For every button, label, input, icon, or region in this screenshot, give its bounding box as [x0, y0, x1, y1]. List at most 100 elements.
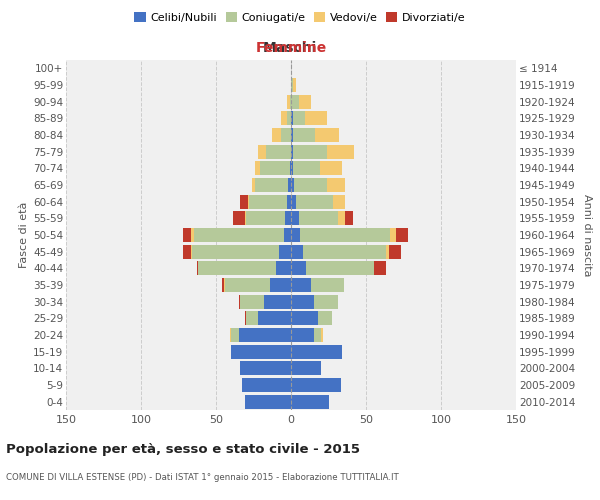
- Bar: [306, 261, 373, 276]
- Bar: [287, 112, 291, 126]
- Bar: [191, 228, 193, 242]
- Bar: [245, 311, 246, 326]
- Bar: [265, 144, 291, 159]
- Bar: [293, 128, 315, 142]
- Bar: [233, 211, 245, 226]
- Bar: [314, 294, 337, 308]
- Bar: [258, 311, 291, 326]
- Bar: [239, 328, 291, 342]
- Bar: [291, 244, 303, 259]
- Bar: [241, 378, 291, 392]
- Bar: [192, 244, 279, 259]
- Bar: [318, 311, 331, 326]
- Bar: [225, 278, 270, 292]
- Bar: [255, 161, 260, 176]
- Bar: [240, 361, 291, 376]
- Bar: [287, 94, 290, 109]
- Bar: [290, 94, 291, 109]
- Bar: [239, 294, 240, 308]
- Bar: [327, 178, 345, 192]
- Bar: [296, 194, 333, 209]
- Bar: [305, 112, 327, 126]
- Bar: [231, 344, 291, 358]
- Bar: [222, 278, 223, 292]
- Bar: [389, 244, 401, 259]
- Bar: [246, 311, 258, 326]
- Bar: [291, 344, 342, 358]
- Bar: [291, 161, 293, 176]
- Bar: [260, 161, 290, 176]
- Bar: [396, 228, 408, 242]
- Bar: [183, 228, 191, 242]
- Bar: [291, 311, 318, 326]
- Bar: [270, 278, 291, 292]
- Bar: [315, 128, 339, 142]
- Bar: [284, 228, 291, 242]
- Bar: [333, 194, 345, 209]
- Bar: [291, 394, 329, 408]
- Bar: [281, 112, 287, 126]
- Bar: [300, 228, 390, 242]
- Bar: [311, 278, 343, 292]
- Bar: [291, 144, 293, 159]
- Bar: [271, 128, 281, 142]
- Bar: [291, 278, 311, 292]
- Bar: [183, 244, 191, 259]
- Bar: [373, 261, 386, 276]
- Bar: [291, 112, 293, 126]
- Bar: [281, 128, 291, 142]
- Bar: [291, 194, 296, 209]
- Bar: [299, 211, 337, 226]
- Bar: [229, 328, 231, 342]
- Bar: [321, 328, 323, 342]
- Bar: [293, 112, 305, 126]
- Bar: [291, 128, 293, 142]
- Bar: [248, 194, 249, 209]
- Bar: [293, 161, 320, 176]
- Bar: [303, 244, 386, 259]
- Bar: [327, 144, 354, 159]
- Bar: [291, 328, 314, 342]
- Bar: [285, 211, 291, 226]
- Bar: [291, 178, 294, 192]
- Bar: [197, 261, 198, 276]
- Bar: [246, 211, 285, 226]
- Bar: [320, 161, 342, 176]
- Bar: [337, 211, 345, 226]
- Bar: [293, 144, 327, 159]
- Bar: [245, 394, 291, 408]
- Text: Popolazione per età, sesso e stato civile - 2015: Popolazione per età, sesso e stato civil…: [6, 442, 360, 456]
- Bar: [240, 294, 264, 308]
- Bar: [291, 261, 306, 276]
- Bar: [291, 211, 299, 226]
- Bar: [258, 144, 265, 159]
- Bar: [288, 178, 291, 192]
- Bar: [294, 178, 327, 192]
- Bar: [231, 328, 239, 342]
- Legend: Celibi/Nubili, Coniugati/e, Vedovi/e, Divorziati/e: Celibi/Nubili, Coniugati/e, Vedovi/e, Di…: [130, 8, 470, 28]
- Bar: [291, 78, 293, 92]
- Bar: [191, 244, 192, 259]
- Bar: [299, 94, 311, 109]
- Bar: [240, 194, 248, 209]
- Bar: [255, 178, 288, 192]
- Bar: [386, 244, 389, 259]
- Bar: [276, 261, 291, 276]
- Bar: [291, 361, 321, 376]
- Bar: [291, 228, 300, 242]
- Bar: [223, 278, 225, 292]
- Bar: [198, 261, 276, 276]
- Bar: [293, 78, 296, 92]
- Bar: [287, 194, 291, 209]
- Bar: [314, 328, 321, 342]
- Bar: [291, 94, 299, 109]
- Text: Maschi: Maschi: [263, 41, 317, 54]
- Bar: [252, 178, 255, 192]
- Y-axis label: Fasce di età: Fasce di età: [19, 202, 29, 268]
- Bar: [264, 294, 291, 308]
- Bar: [390, 228, 396, 242]
- Bar: [345, 211, 353, 226]
- Bar: [245, 211, 246, 226]
- Bar: [290, 161, 291, 176]
- Y-axis label: Anni di nascita: Anni di nascita: [582, 194, 592, 276]
